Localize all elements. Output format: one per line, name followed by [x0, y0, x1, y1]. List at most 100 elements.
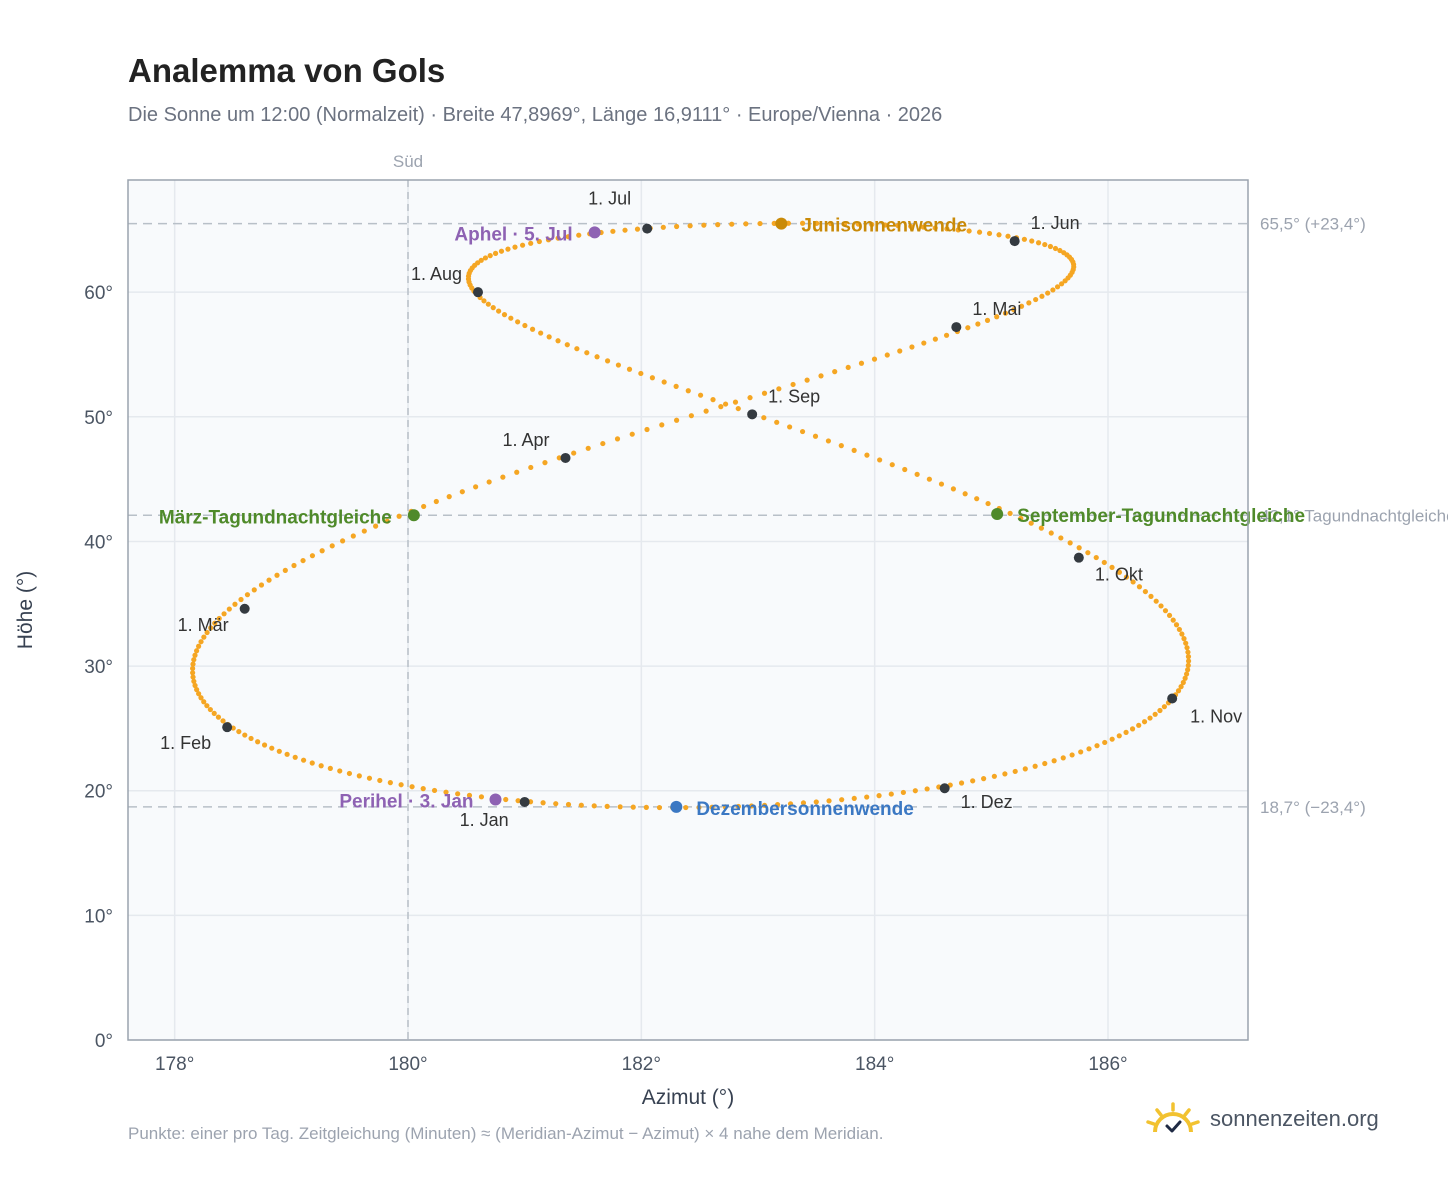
y-tick-label: 60° [84, 283, 113, 304]
y-tick-label: 40° [84, 532, 113, 553]
month-label: 1. Apr [502, 430, 549, 450]
axis-ticks: 178° 180° 182° 184° 186° 0° 10° 20° 30° 40° 50° 60° [84, 283, 1127, 1075]
analemma-day-point [1182, 675, 1188, 681]
analemma-day-point [248, 735, 254, 742]
analemma-day-point [398, 782, 404, 788]
analemma-day-point [555, 235, 561, 241]
analemma-day-point [1018, 515, 1024, 521]
analemma-day-point [804, 377, 810, 383]
analemma-day-point [950, 486, 957, 492]
analemma-day-point [845, 364, 851, 371]
analemma-day-point [594, 354, 600, 360]
analemma-day-point [710, 397, 716, 403]
analemma-day-point [284, 751, 290, 757]
analemma-day-point [327, 765, 333, 771]
analemma-day-point [420, 786, 426, 792]
analemma-day-point [486, 479, 492, 485]
analemma-day-point [1033, 296, 1039, 303]
event-marker [489, 793, 502, 806]
analemma-day-point [1179, 631, 1185, 637]
analemma-day-point [1035, 240, 1042, 246]
analemma-day-point [291, 562, 297, 569]
analemma-day-point [1042, 760, 1048, 767]
analemma-day-point [838, 443, 844, 449]
reference-line-label: 65,5° (+23,4°) [1260, 215, 1366, 234]
analemma-day-point [500, 474, 506, 480]
analemma-day-point [1026, 300, 1032, 306]
analemma-day-point [196, 691, 202, 697]
analemma-day-point [826, 798, 832, 804]
analemma-day-point [920, 224, 926, 230]
month-label: 1. Mär [178, 615, 229, 635]
analemma-day-point [970, 778, 976, 784]
month-label: 1. Dez [961, 792, 1013, 812]
analemma-day-point [1130, 579, 1136, 585]
analemma-day-point [638, 370, 644, 377]
analemma-day-point [876, 793, 882, 799]
analemma-day-point [574, 346, 580, 352]
analemma-day-point [1158, 603, 1164, 609]
analemma-day-point [902, 466, 908, 473]
analemma-day-point [729, 221, 735, 227]
analemma-day-point [377, 777, 383, 784]
analemma-day-point [615, 362, 622, 368]
analemma-day-point [350, 533, 356, 539]
analemma-day-point [909, 344, 915, 350]
analemma-day-point [991, 773, 997, 779]
analemma-day-point [1086, 746, 1092, 752]
analemma-day-point [630, 804, 636, 810]
analemma-day-point [384, 518, 390, 524]
analemma-day-point [208, 625, 214, 631]
analemma-day-point [976, 229, 983, 235]
analemma-day-point [732, 399, 739, 405]
marker-labels: 1. Jan 1. Feb 1. Mär 1. Apr 1. Mai 1. Jun 1. J… [159, 189, 1305, 830]
analemma-day-point [191, 678, 197, 684]
analemma-day-point [1018, 303, 1025, 309]
event-marker [670, 800, 683, 813]
analemma-day-point [735, 803, 741, 810]
chart-subtitle: Die Sonne um 12:00 (Normalzeit) · Breite… [128, 104, 943, 126]
analemma-day-point [478, 794, 485, 800]
analemma-day-point [255, 739, 261, 745]
analemma-day-point [855, 221, 861, 227]
analemma-day-point [871, 356, 878, 362]
analemma-day-point [190, 665, 196, 672]
analemma-day-point [1094, 743, 1100, 749]
analemma-day-point [466, 792, 473, 798]
analemma-day-point [1148, 593, 1154, 599]
analemma-day-point [201, 699, 207, 705]
brand[interactable]: sonnenzeiten.org [1146, 1102, 1379, 1136]
analemma-day-point [1109, 736, 1115, 742]
analemma-day-point [1007, 510, 1013, 516]
analemma-day-point [514, 469, 520, 475]
analemma-day-point [565, 234, 571, 240]
analemma-day-point [319, 548, 325, 554]
analemma-day-point [545, 237, 552, 243]
analemma-day-point [1058, 535, 1064, 541]
analemma-day-point [958, 780, 965, 786]
analemma-day-point [776, 386, 782, 392]
month-label: 1. Nov [1190, 706, 1242, 726]
analemma-day-point [673, 383, 679, 389]
analemma-day-point [1029, 238, 1035, 244]
analemma-day-point [542, 460, 548, 466]
markers [222, 217, 1178, 813]
analemma-day-point [981, 776, 987, 782]
analemma-day-point [869, 221, 875, 228]
analemma-day-point [614, 436, 621, 442]
y-tick-label: 0° [95, 1031, 113, 1052]
analemma-day-point [1183, 671, 1190, 677]
analemma-day-point [221, 611, 227, 617]
analemma-day-point [1101, 559, 1107, 566]
analemma-day-point [512, 244, 518, 250]
brand-name[interactable]: sonnenzeiten.org [1210, 1106, 1379, 1131]
analemma-day-point [244, 592, 251, 598]
analemma-day-point [356, 773, 362, 779]
analemma-day-point [1183, 640, 1189, 646]
analemma-day-point [204, 629, 210, 636]
analemma-day-point [266, 577, 272, 583]
month-marker [1009, 236, 1020, 247]
analemma-day-point [329, 543, 335, 549]
analemma-day-point [888, 791, 894, 797]
